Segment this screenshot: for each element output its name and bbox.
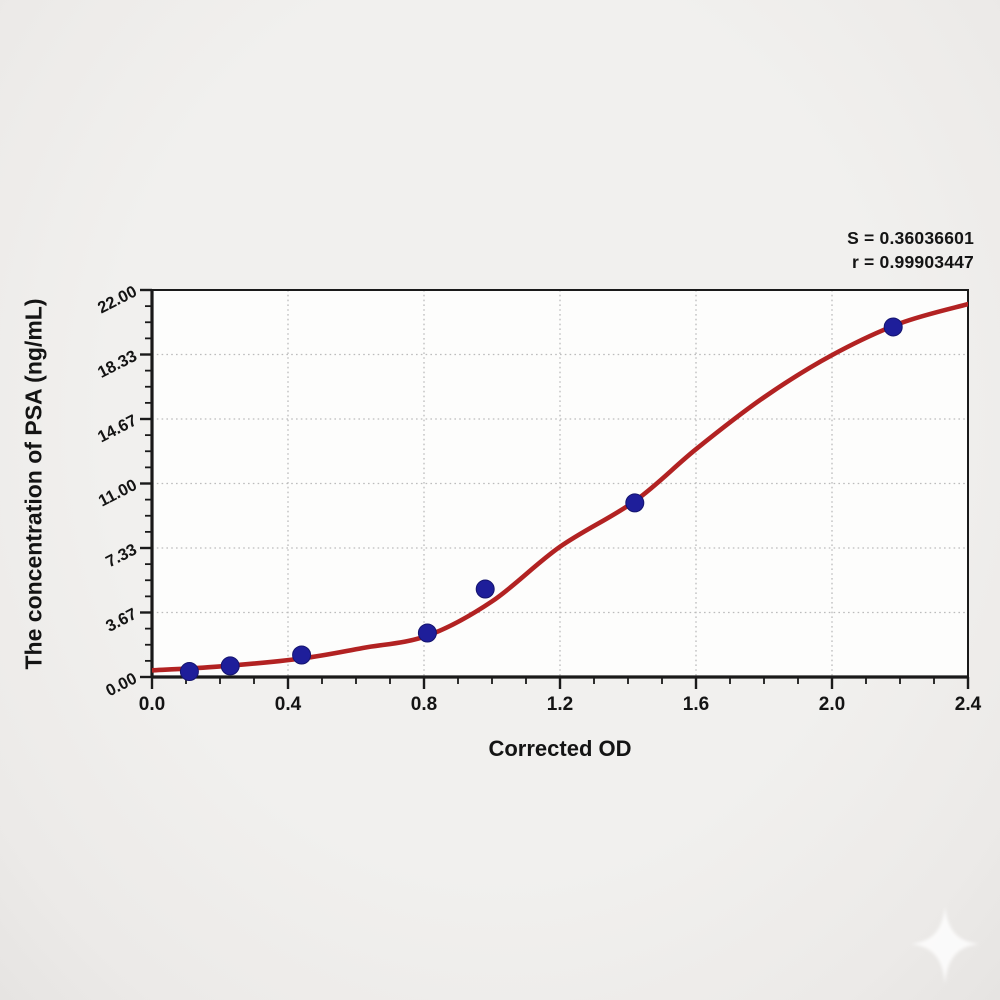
x-tick-label: 2.4 bbox=[955, 694, 982, 715]
y-tick-label: 18.33 bbox=[95, 347, 140, 382]
y-tick-label: 14.67 bbox=[95, 412, 140, 447]
data-point bbox=[475, 579, 495, 599]
data-point bbox=[220, 656, 240, 676]
x-tick-label: 1.2 bbox=[547, 694, 573, 715]
data-point bbox=[292, 645, 312, 665]
x-tick-label: 0.0 bbox=[139, 694, 165, 715]
y-tick-label: 0.00 bbox=[103, 670, 140, 701]
x-tick-label: 0.8 bbox=[411, 694, 437, 715]
fit-statistics: S = 0.36036601 r = 0.99903447 bbox=[847, 226, 974, 274]
data-point bbox=[883, 317, 903, 337]
x-tick-label: 1.6 bbox=[683, 694, 709, 715]
y-tick-label: 3.67 bbox=[103, 605, 140, 636]
x-tick-label: 2.0 bbox=[819, 694, 845, 715]
y-tick-label: 22.00 bbox=[95, 283, 140, 318]
data-point bbox=[625, 493, 645, 513]
y-tick-label: 7.33 bbox=[103, 541, 140, 572]
data-point bbox=[179, 662, 199, 682]
x-tick-label: 0.4 bbox=[275, 694, 302, 715]
data-point bbox=[417, 623, 437, 643]
x-axis-title: Corrected OD bbox=[488, 736, 632, 761]
y-tick-label: 11.00 bbox=[96, 476, 140, 510]
fit-statistic-r: r = 0.99903447 bbox=[851, 252, 974, 272]
fit-statistic-s: S = 0.36036601 bbox=[847, 228, 974, 248]
sparkle-watermark-icon bbox=[911, 906, 979, 984]
y-axis-title: The concentration of PSA (ng/mL) bbox=[20, 298, 47, 670]
